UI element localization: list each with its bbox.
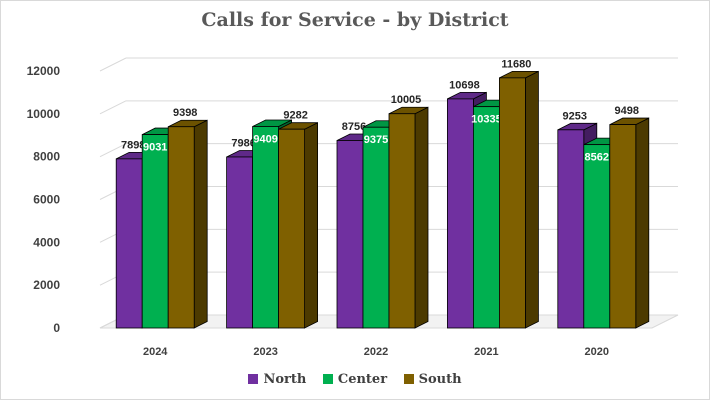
data-label: 8756: [342, 121, 366, 133]
y-tick-label: 12000: [27, 64, 61, 78]
x-tick-label: 2020: [585, 346, 609, 358]
y-tick-label: 4000: [33, 235, 60, 249]
legend-item-center: Center: [322, 372, 388, 387]
bar: [167, 126, 195, 329]
bar-side: [193, 119, 208, 329]
legend-item-south: South: [403, 372, 462, 387]
data-label: 9282: [283, 110, 307, 122]
bar-side: [414, 106, 429, 329]
x-tick-label: 2024: [143, 346, 168, 358]
legend-label-center: Center: [337, 372, 388, 387]
bar: [362, 126, 390, 329]
bar: [472, 106, 500, 329]
gridline-depth: [99, 100, 127, 115]
data-label: 10335: [471, 114, 502, 126]
bar: [498, 77, 526, 329]
data-label: 9498: [615, 105, 639, 117]
data-label: 9409: [253, 133, 277, 145]
y-tick-label: 6000: [33, 193, 60, 207]
chart-legend: North Center South: [0, 372, 710, 387]
legend-label-north: North: [263, 372, 307, 387]
data-label: 10698: [449, 79, 480, 91]
bar: [583, 144, 611, 329]
data-label: 10005: [391, 94, 422, 106]
legend-label-south: South: [418, 372, 462, 387]
y-tick-label: 10000: [27, 107, 61, 121]
bar-side: [304, 122, 319, 329]
data-label: 9031: [143, 142, 167, 154]
y-tick-label: 0: [53, 321, 60, 335]
bar: [557, 129, 585, 329]
bar: [115, 158, 143, 329]
data-label: 11680: [501, 58, 531, 70]
legend-swatch-north: [248, 373, 259, 384]
y-tick-label: 2000: [33, 278, 60, 292]
legend-item-north: North: [248, 372, 306, 387]
bar: [336, 140, 364, 329]
bar-side: [635, 117, 650, 329]
bar-side: [525, 70, 539, 329]
legend-swatch-south: [403, 373, 414, 384]
y-tick-label: 8000: [33, 150, 60, 164]
x-tick-label: 2021: [474, 346, 498, 358]
data-label: 7986: [231, 137, 255, 149]
gridline-depth: [99, 143, 127, 158]
x-tick-label: 2023: [253, 346, 277, 358]
data-label: 7898: [121, 139, 145, 151]
data-label: 8562: [585, 152, 609, 164]
bar: [278, 128, 306, 329]
bar: [609, 124, 637, 329]
bar: [141, 134, 169, 329]
bar: [446, 98, 474, 329]
data-label: 9375: [364, 134, 388, 146]
chart-title: Calls for Service - by District: [201, 9, 509, 31]
data-label: 9253: [563, 110, 587, 122]
legend-swatch-center: [322, 373, 333, 384]
gridline-depth: [99, 57, 127, 72]
bar: [226, 156, 254, 329]
bar: [388, 113, 416, 329]
x-tick-label: 2022: [364, 346, 388, 358]
bar: [252, 126, 280, 329]
data-label: 9398: [173, 107, 197, 119]
